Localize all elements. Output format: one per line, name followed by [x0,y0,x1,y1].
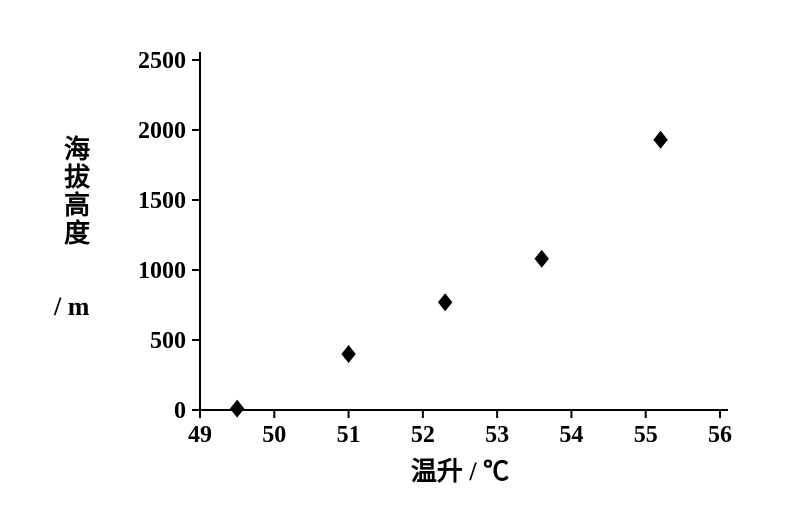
y-tick-label: 2000 [138,118,186,144]
x-tick-label: 53 [485,422,509,448]
data-point [230,400,244,418]
x-tick-label: 54 [559,422,583,448]
y-tick-label: 0 [174,398,186,424]
x-tick-label: 51 [337,422,361,448]
x-tick-label: 49 [188,422,212,448]
y-tick-label: 1500 [138,188,186,214]
data-point [535,250,549,268]
scatter-chart: 0 500 1000 1500 2000 2500 49 50 51 52 53 54 55 56 温升… [0,0,799,520]
chart-container: 海拔高度 / m 0 500 1000 1500 2000 2500 49 50 51 52 53… [0,0,799,520]
x-tick-label: 55 [634,422,658,448]
x-tick-label: 50 [262,422,286,448]
x-tick-label: 52 [411,422,435,448]
y-axis-label-cjk: 海拔高度 [60,135,89,247]
data-point [653,131,667,149]
y-tick-label: 500 [150,328,186,354]
x-axis-label: 温升 / ℃ [411,457,509,486]
data-point [341,345,355,363]
x-tick-label: 56 [708,422,732,448]
data-point [438,293,452,311]
y-axis-label-unit: / m [54,292,89,322]
y-tick-label: 2500 [138,48,186,74]
y-tick-label: 1000 [138,258,186,284]
